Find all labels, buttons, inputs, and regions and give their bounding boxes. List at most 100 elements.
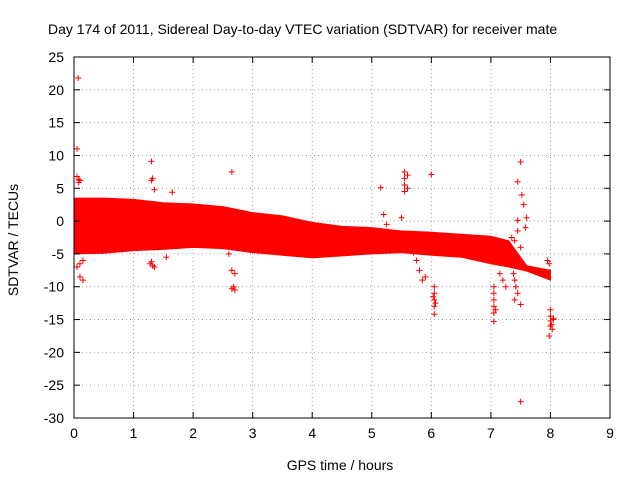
data-point <box>514 217 521 224</box>
y-tick-label: -25 <box>44 377 64 393</box>
data-point <box>231 270 238 277</box>
data-point <box>73 173 80 180</box>
y-axis-label: SDTVAR / TECUs <box>5 184 21 296</box>
data-point <box>163 254 170 261</box>
data-point <box>520 201 527 208</box>
y-tick-label: 20 <box>48 82 64 98</box>
data-point <box>512 283 519 290</box>
data-point <box>147 260 154 267</box>
data-point <box>502 283 509 290</box>
data-point <box>413 257 420 264</box>
data-point <box>511 296 518 303</box>
data-point <box>490 309 497 316</box>
data-point <box>549 326 556 333</box>
data-point <box>518 191 525 198</box>
data-point <box>76 260 83 267</box>
x-tick-label: 7 <box>487 425 495 441</box>
data-point <box>432 300 439 307</box>
data-point <box>547 317 554 324</box>
data-points-layer <box>73 75 557 405</box>
data-point <box>499 277 506 284</box>
data-point <box>151 186 158 193</box>
data-point <box>380 211 387 218</box>
data-point <box>428 171 435 178</box>
y-tick-label: -10 <box>44 279 64 295</box>
data-point <box>550 315 557 322</box>
data-point <box>490 296 497 303</box>
x-tick-label: 3 <box>249 425 257 441</box>
data-point <box>79 277 86 284</box>
data-point <box>431 311 438 318</box>
data-point <box>431 283 438 290</box>
data-point <box>492 306 499 313</box>
x-tick-label: 1 <box>130 425 138 441</box>
data-point <box>547 323 554 330</box>
axes-layer: 0 1 2 3 4 5 6 7 8 9 25 20 15 10 5 0 -5 -10 -15 -20 -25 -30 <box>44 49 614 441</box>
data-point <box>431 290 438 297</box>
data-point <box>511 237 518 244</box>
data-point <box>523 214 530 221</box>
data-point <box>517 398 524 405</box>
data-point <box>401 168 408 175</box>
y-tick-label: -5 <box>52 246 65 262</box>
data-point <box>546 332 553 339</box>
data-point <box>75 179 82 186</box>
data-point <box>404 185 411 192</box>
data-point <box>546 260 553 267</box>
data-point <box>79 257 86 264</box>
data-point <box>169 189 176 196</box>
data-point <box>398 214 405 221</box>
data-point <box>517 301 524 308</box>
data-point <box>517 257 524 264</box>
data-point <box>73 145 80 152</box>
data-point <box>228 285 235 292</box>
data-point <box>401 181 408 188</box>
data-point <box>522 224 529 231</box>
data-point <box>419 277 426 284</box>
data-point <box>510 270 517 277</box>
data-point <box>490 290 497 297</box>
data-point <box>404 172 411 179</box>
data-point <box>514 227 521 234</box>
y-tick-label: 5 <box>56 180 64 196</box>
data-point <box>149 175 156 182</box>
data-point <box>377 184 384 191</box>
data-point <box>490 283 497 290</box>
data-point <box>422 273 429 280</box>
data-point <box>76 273 83 280</box>
data-point <box>231 287 238 294</box>
y-tick-label: -30 <box>44 410 64 426</box>
chart-title: Day 174 of 2011, Sidereal Day-to-day VTE… <box>48 21 557 37</box>
data-point <box>508 234 515 241</box>
data-point <box>73 264 80 271</box>
x-tick-label: 5 <box>368 425 376 441</box>
x-tick-label: 2 <box>189 425 197 441</box>
x-tick-label: 4 <box>308 425 316 441</box>
x-axis-label: GPS time / hours <box>287 457 394 473</box>
data-point <box>430 293 437 300</box>
y-tick-label: -20 <box>44 344 64 360</box>
data-point <box>401 188 408 195</box>
data-point <box>511 277 518 284</box>
x-tick-label: 0 <box>70 425 78 441</box>
data-point <box>410 249 417 256</box>
data-point <box>383 221 390 228</box>
data-point <box>148 158 155 165</box>
data-point <box>517 159 524 166</box>
data-point <box>514 178 521 185</box>
data-point <box>490 303 497 310</box>
data-point <box>228 168 235 175</box>
data-point <box>151 264 158 271</box>
x-tick-label: 9 <box>606 425 614 441</box>
data-point <box>225 250 232 257</box>
data-point <box>496 270 503 277</box>
data-point <box>514 290 521 297</box>
y-tick-label: 15 <box>48 115 64 131</box>
data-band <box>73 197 551 281</box>
data-point <box>75 75 82 82</box>
data-point <box>490 318 497 325</box>
data-point <box>517 244 524 251</box>
data-point <box>401 175 408 182</box>
y-tick-label: 10 <box>48 147 64 163</box>
